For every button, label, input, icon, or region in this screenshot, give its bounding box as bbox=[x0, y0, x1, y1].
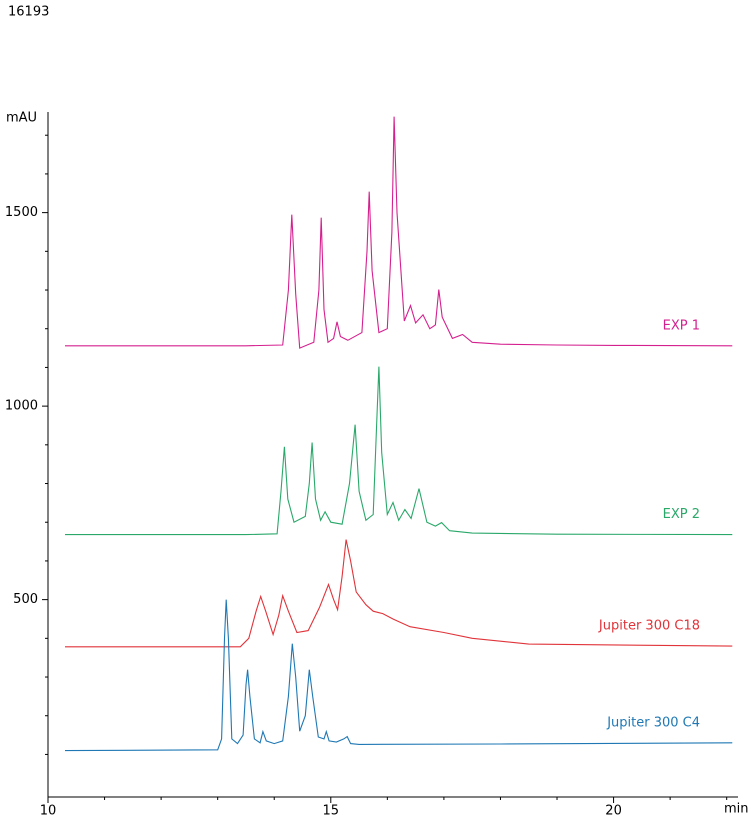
chromatogram-trace bbox=[65, 539, 733, 648]
y-tick-label: 1000 bbox=[5, 399, 38, 414]
chromatogram-trace bbox=[65, 116, 733, 349]
x-tick-label: 15 bbox=[323, 804, 340, 817]
y-tick-label: 1500 bbox=[5, 205, 38, 220]
x-axis-label: min bbox=[724, 802, 749, 817]
y-tick-label: 500 bbox=[13, 592, 38, 607]
series-label: Jupiter 300 C4 bbox=[606, 715, 700, 730]
chromatogram-trace bbox=[64, 599, 733, 752]
x-tick-label: 20 bbox=[605, 804, 622, 817]
chromatogram-trace bbox=[65, 366, 733, 536]
series-label: EXP 2 bbox=[663, 507, 700, 522]
x-tick-label: 10 bbox=[40, 804, 57, 817]
sample-id: 16193 bbox=[8, 5, 49, 20]
series-label: Jupiter 300 C18 bbox=[598, 619, 700, 634]
series-label: EXP 1 bbox=[663, 318, 700, 333]
y-axis-label: mAU bbox=[6, 111, 37, 126]
